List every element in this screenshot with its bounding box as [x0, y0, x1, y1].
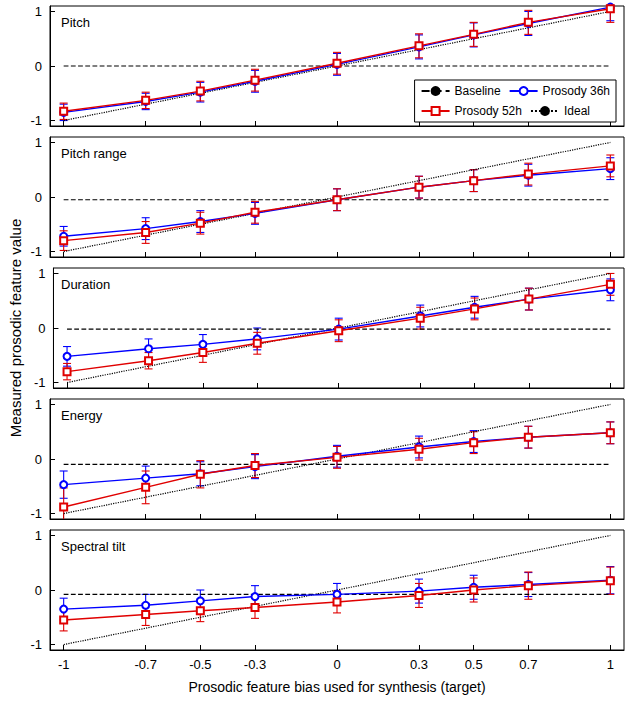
svg-text:Prosodic feature bias used for: Prosodic feature bias used for synthesis…	[188, 679, 485, 695]
svg-text:0: 0	[38, 321, 45, 336]
svg-text:Prosody 36h: Prosody 36h	[543, 84, 610, 98]
svg-text:Prosody 52h: Prosody 52h	[455, 104, 522, 118]
svg-text:0.3: 0.3	[410, 657, 428, 672]
svg-text:0: 0	[333, 657, 340, 672]
svg-text:1: 1	[35, 135, 42, 150]
svg-text:0: 0	[35, 59, 42, 74]
svg-text:-1: -1	[34, 375, 46, 390]
svg-text:0.5: 0.5	[465, 657, 483, 672]
svg-text:Duration: Duration	[61, 277, 110, 292]
svg-text:-0.5: -0.5	[189, 657, 211, 672]
svg-text:Energy: Energy	[61, 408, 103, 423]
svg-text:1: 1	[35, 4, 42, 19]
svg-text:0.7: 0.7	[519, 657, 537, 672]
svg-text:-1: -1	[30, 637, 42, 652]
svg-text:1: 1	[38, 266, 45, 281]
svg-text:Ideal: Ideal	[564, 104, 590, 118]
svg-text:1: 1	[35, 397, 42, 412]
svg-text:-1: -1	[30, 113, 42, 128]
svg-text:Baseline: Baseline	[455, 84, 501, 98]
svg-text:0: 0	[35, 452, 42, 467]
svg-text:-1: -1	[30, 244, 42, 259]
svg-text:Measured prosodic feature valu: Measured prosodic feature value	[7, 219, 24, 437]
svg-text:Pitch range: Pitch range	[61, 146, 127, 161]
svg-text:1: 1	[35, 528, 42, 543]
svg-text:-0.7: -0.7	[134, 657, 156, 672]
svg-text:-1: -1	[58, 657, 70, 672]
svg-text:-0.3: -0.3	[244, 657, 266, 672]
svg-text:0: 0	[35, 583, 42, 598]
svg-text:Spectral tilt: Spectral tilt	[61, 539, 126, 554]
svg-text:Pitch: Pitch	[61, 15, 90, 30]
svg-text:1: 1	[607, 657, 614, 672]
svg-text:0: 0	[35, 190, 42, 205]
svg-text:-1: -1	[30, 506, 42, 521]
